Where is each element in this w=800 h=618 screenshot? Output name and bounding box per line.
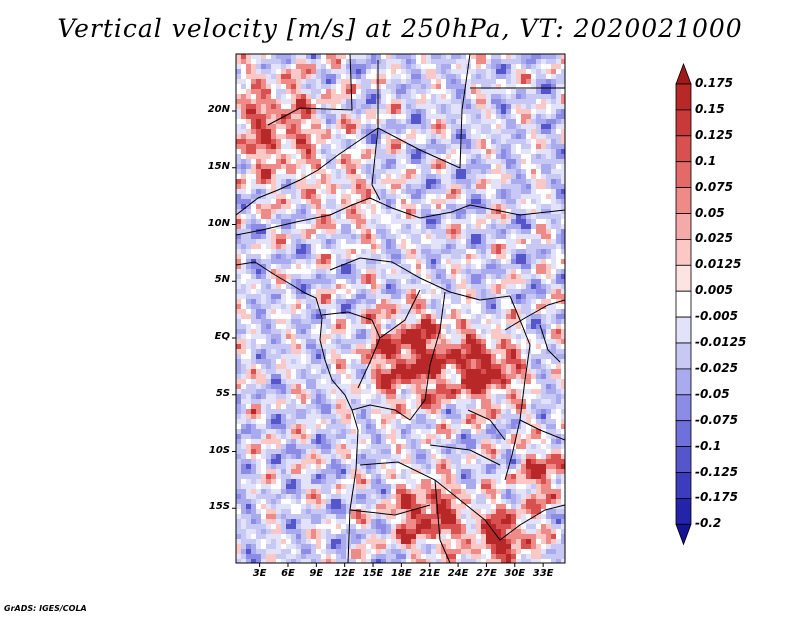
border-line [434,479,451,563]
colorbar-cell [675,135,692,163]
colorbar-cell [675,368,692,396]
colorbar-label: 0.075 [695,179,733,194]
border-line [236,127,379,216]
colorbar-label: -0.075 [695,412,738,427]
colorbar-cell [675,109,692,137]
country-borders [236,54,565,563]
lon-label: 3E [252,568,267,579]
colorbar-cell [675,238,692,266]
border-line [236,261,359,563]
axis-ticks [232,110,544,567]
border-line [267,54,353,126]
lon-label: 33E [532,568,554,579]
colorbar-cell [675,316,692,344]
grads-credit: GrADS: IGES/COLA [4,604,87,613]
lat-label: 10N [207,217,230,229]
lat-label: 15S [208,501,230,513]
colorbar-label: 0.05 [695,205,725,220]
colorbar-label: 0.025 [695,231,733,246]
lon-label: 12E [334,568,356,579]
colorbar-label: 0.0125 [695,257,742,272]
lon-label: 9E [309,568,324,579]
lon-label: 30E [504,568,526,579]
colorbar-label: -0.025 [695,360,738,375]
colorbar-label: -0.005 [695,309,738,324]
lon-label: 21E [419,568,441,579]
border-line [519,419,565,441]
lat-label: EQ [214,331,230,342]
colorbar-label: -0.0125 [695,335,747,349]
lat-label: 10S [208,444,230,456]
colorbar-label: 0.125 [695,127,733,142]
lon-label: 15E [362,568,384,579]
map-frame [235,53,566,564]
colorbar-cell [675,497,692,525]
border-line [504,295,531,481]
colorbar-label: 0.005 [695,283,733,298]
colorbar-label: -0.05 [695,386,730,401]
border-line [467,409,506,441]
lat-label: 20N [207,104,230,115]
colorbar-cell [675,264,692,292]
colorbar-label: -0.1 [695,438,722,453]
border-line [371,60,381,201]
border-line [321,311,381,389]
lat-label: 5S [215,387,230,399]
border-line [351,291,446,421]
lon-label: 27E [476,568,497,579]
border-line [236,197,371,236]
border-line [369,197,565,219]
colorbar-label: 0.1 [695,153,717,168]
colorbar-bottom-arrow [675,523,692,546]
colorbar-cell [675,472,692,499]
colorbar-cell [675,161,692,188]
lat-label: 15N [207,160,230,172]
colorbar-cell [675,187,692,214]
colorbar-cell [675,83,692,111]
border-line [504,299,565,331]
velocity-field [236,54,565,563]
colorbar-cell [675,290,692,318]
colorbar-top-arrow [675,62,692,85]
colorbar-cell [675,394,692,422]
lon-label: 18E [391,568,412,579]
colorbar-cell [675,213,692,240]
colorbar-cell [675,420,692,448]
border-line [377,54,471,169]
colorbar-label: -0.175 [695,490,738,505]
colorbar-label: 0.15 [695,101,725,116]
colorbar-label: 0.175 [695,76,733,90]
lon-label: 24E [447,568,469,579]
plot-title: Vertical velocity [m/s] at 250hPa, VT: 2… [57,14,743,43]
border-line [539,324,561,363]
colorbar [675,62,692,546]
border-line [379,289,421,339]
colorbar-label: -0.125 [695,464,738,479]
border-line [484,504,565,541]
lon-label: 6E [281,568,295,579]
lat-label: 5N [214,274,230,286]
colorbar-cell [675,446,692,473]
colorbar-cell [675,342,692,370]
border-line [429,444,501,466]
border-line [329,257,511,301]
colorbar-label: -0.2 [695,516,722,531]
border-line [349,504,431,516]
